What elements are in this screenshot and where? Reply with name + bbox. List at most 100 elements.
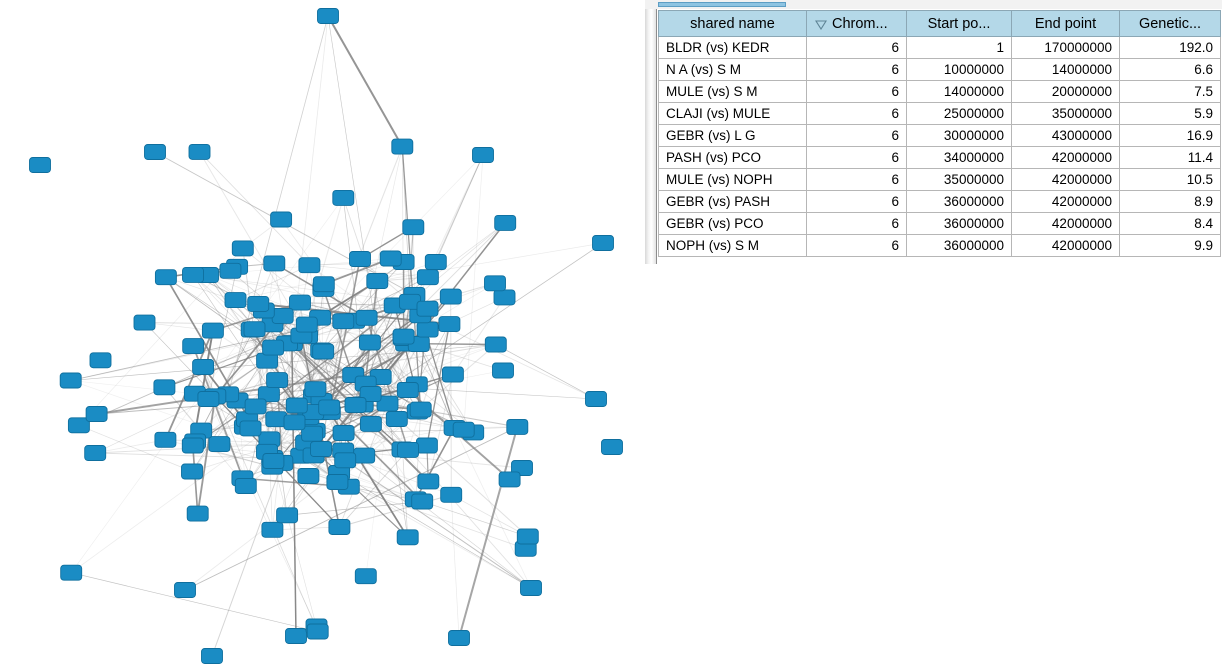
main-network-node[interactable] <box>244 398 267 415</box>
cell-end_point[interactable]: 42000000 <box>1011 168 1120 191</box>
cell-start_point[interactable]: 34000000 <box>906 146 1012 169</box>
main-network-node[interactable] <box>359 415 382 432</box>
main-network-node[interactable] <box>332 313 355 330</box>
main-network-node[interactable] <box>498 471 521 488</box>
main-network-edge[interactable] <box>191 400 238 472</box>
main-network-edge[interactable] <box>144 322 216 397</box>
table-row-gutter[interactable] <box>645 9 657 264</box>
main-network-node[interactable] <box>328 519 351 535</box>
main-network-node[interactable] <box>182 338 205 355</box>
main-network-node[interactable] <box>585 391 607 407</box>
cell-chromosome[interactable]: 6 <box>806 36 907 59</box>
main-network-edge[interactable] <box>435 154 484 263</box>
cell-chromosome[interactable]: 6 <box>806 102 907 125</box>
main-network-node[interactable] <box>385 411 408 427</box>
cell-end_point[interactable]: 35000000 <box>1011 102 1120 125</box>
cell-shared_name[interactable]: GEBR (vs) L G <box>658 124 807 147</box>
main-network-node[interactable] <box>181 437 204 454</box>
main-network-edge[interactable] <box>78 424 193 472</box>
cell-start_point[interactable]: 25000000 <box>906 102 1012 125</box>
main-network-edge[interactable] <box>495 344 597 400</box>
main-network-edge[interactable] <box>293 146 403 423</box>
main-network-edge[interactable] <box>306 197 344 325</box>
main-network-node[interactable] <box>85 406 108 422</box>
main-network-node[interactable] <box>318 399 341 416</box>
cell-shared_name[interactable]: CLAJI (vs) MULE <box>658 102 807 125</box>
main-network-edge[interactable] <box>309 264 428 278</box>
cell-genetic[interactable]: 11.4 <box>1119 146 1221 169</box>
cell-end_point[interactable]: 42000000 <box>1011 234 1120 257</box>
table-row[interactable]: N A (vs) S M 6 10000000 14000000 6.6 <box>658 58 1221 81</box>
cell-genetic[interactable]: 6.6 <box>1119 58 1221 81</box>
main-network-node[interactable] <box>234 478 257 494</box>
cell-shared_name[interactable]: GEBR (vs) PASH <box>658 190 807 213</box>
main-network-edge[interactable] <box>271 457 318 632</box>
cell-genetic[interactable]: 10.5 <box>1119 168 1221 191</box>
main-network-node[interactable] <box>29 157 51 173</box>
main-network-edge[interactable] <box>339 449 409 528</box>
main-network-node[interactable] <box>520 580 542 596</box>
main-network-edge[interactable] <box>420 324 450 410</box>
main-network-edge[interactable] <box>95 398 209 454</box>
main-network-node[interactable] <box>494 214 517 231</box>
main-network-node[interactable] <box>440 486 463 503</box>
main-network-edge[interactable] <box>342 197 409 391</box>
main-network-node[interactable] <box>493 289 516 306</box>
main-network-node[interactable] <box>366 273 389 289</box>
main-network-node[interactable] <box>484 275 506 292</box>
main-network-edge[interactable] <box>191 445 199 514</box>
main-network-edge[interactable] <box>396 323 450 420</box>
main-network-node[interactable] <box>492 362 514 379</box>
main-network-node[interactable] <box>326 474 349 490</box>
main-network-edge[interactable] <box>207 274 450 325</box>
main-network-node[interactable] <box>262 339 285 356</box>
cell-start_point[interactable]: 10000000 <box>906 58 1012 81</box>
main-network-edge[interactable] <box>320 261 404 351</box>
main-network-node[interactable] <box>270 211 293 228</box>
main-network-edge[interactable] <box>211 462 283 657</box>
cell-start_point[interactable]: 36000000 <box>906 212 1012 235</box>
main-network-node[interactable] <box>392 328 415 345</box>
cell-chromosome[interactable]: 6 <box>806 80 907 103</box>
main-network-node[interactable] <box>402 219 425 236</box>
main-network-node[interactable] <box>349 251 371 267</box>
main-network-node[interactable] <box>424 254 447 270</box>
table-row[interactable]: PASH (vs) PCO 6 34000000 42000000 11.4 <box>658 146 1221 169</box>
main-network-node[interactable] <box>266 372 289 389</box>
cell-shared_name[interactable]: N A (vs) S M <box>658 58 807 81</box>
main-network-node[interactable] <box>592 235 614 251</box>
table-row[interactable]: GEBR (vs) PCO 6 36000000 42000000 8.4 <box>658 212 1221 235</box>
main-network-edge[interactable] <box>273 263 288 344</box>
main-network-node[interactable] <box>154 269 177 286</box>
main-network-node[interactable] <box>417 473 440 490</box>
main-network-edge[interactable] <box>377 242 604 282</box>
main-network-canvas[interactable] <box>0 0 645 669</box>
main-network-edge[interactable] <box>495 344 597 400</box>
main-network-edge[interactable] <box>338 472 532 589</box>
main-network-edge[interactable] <box>344 459 532 589</box>
main-network-node[interactable] <box>247 295 270 312</box>
cell-genetic[interactable]: 192.0 <box>1119 36 1221 59</box>
main-network-edge[interactable] <box>450 494 460 639</box>
table-row[interactable]: CLAJI (vs) MULE 6 25000000 35000000 5.9 <box>658 102 1221 125</box>
column-header-chromosome[interactable]: Chrom... <box>806 10 907 37</box>
cell-shared_name[interactable]: MULE (vs) S M <box>658 80 807 103</box>
main-network-edge[interactable] <box>352 314 421 376</box>
main-network-node[interactable] <box>317 8 339 24</box>
main-network-edge[interactable] <box>71 572 318 632</box>
main-network-edge[interactable] <box>287 501 423 516</box>
main-network-edge[interactable] <box>202 366 319 632</box>
cell-genetic[interactable]: 8.9 <box>1119 190 1221 213</box>
main-network-node[interactable] <box>231 240 254 257</box>
main-network-node[interactable] <box>261 521 284 538</box>
main-network-node[interactable] <box>263 255 286 272</box>
main-network-node[interactable] <box>359 386 382 402</box>
main-network-node[interactable] <box>188 143 211 160</box>
main-network-node[interactable] <box>208 436 231 453</box>
main-network-edge[interactable] <box>207 274 454 375</box>
main-network-node[interactable] <box>353 447 376 464</box>
main-network-edge[interactable] <box>95 439 166 454</box>
cell-genetic[interactable]: 16.9 <box>1119 124 1221 147</box>
cell-shared_name[interactable]: PASH (vs) PCO <box>658 146 807 169</box>
main-network-edge[interactable] <box>401 146 422 410</box>
